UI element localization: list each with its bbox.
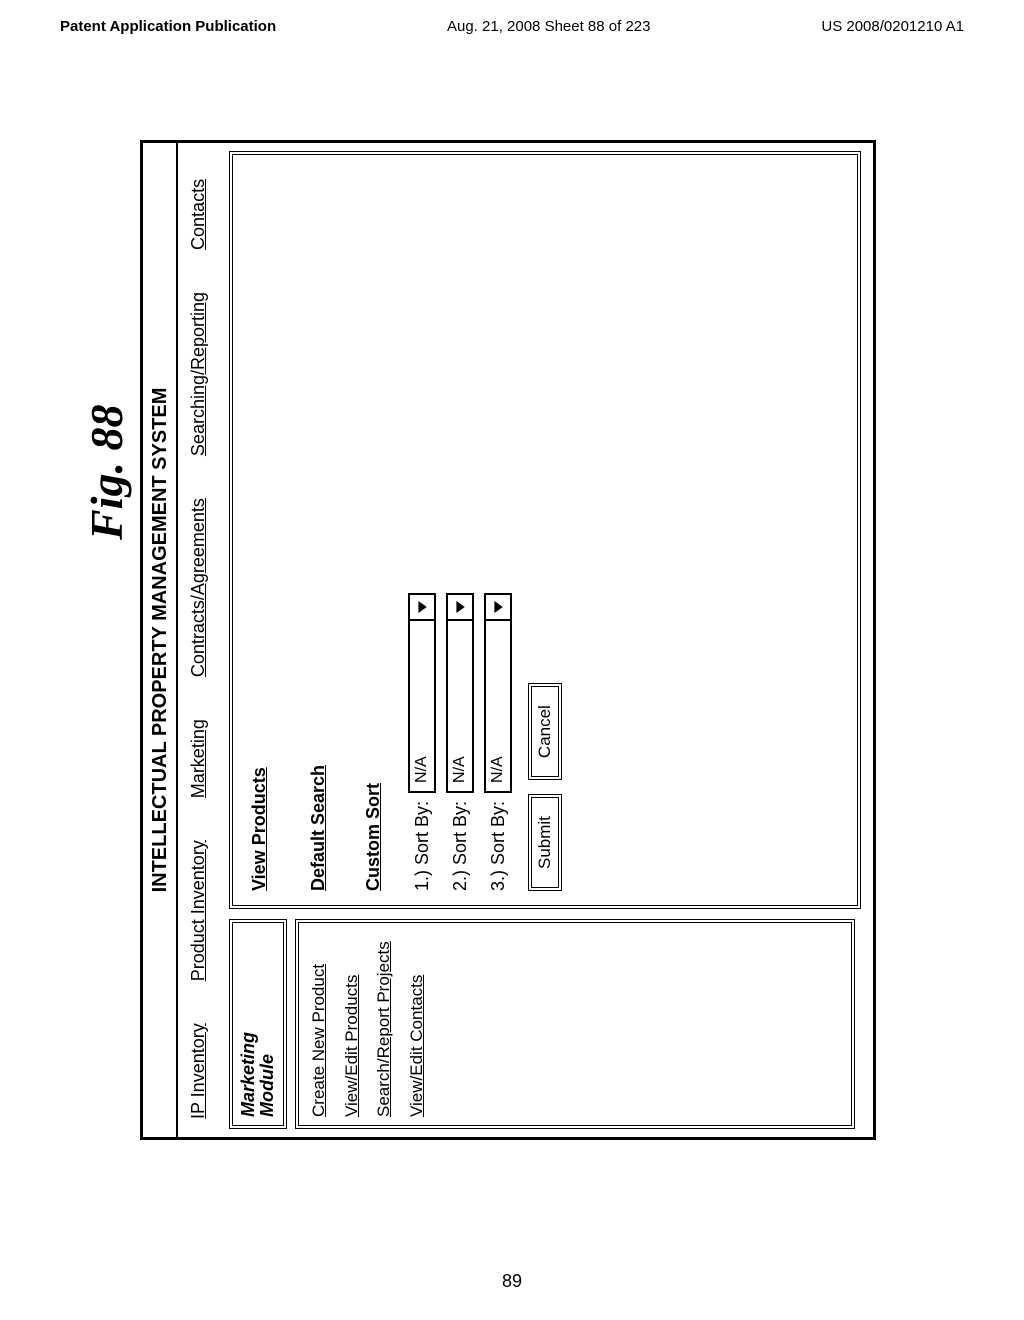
header-center: Aug. 21, 2008 Sheet 88 of 223 [447,18,651,35]
nav-contacts[interactable]: Contacts [188,179,209,250]
custom-sort-link[interactable]: Custom Sort [363,783,384,891]
submit-button[interactable]: Submit [528,794,562,891]
sort2-value: N/A [451,756,469,783]
top-nav: IP Inventory Product Inventory Marketing… [178,143,221,1137]
sort1-value: N/A [413,756,431,783]
sort-row-3: 3.) Sort By: N/A [484,169,512,891]
sidebar-link-create-product[interactable]: Create New Product [310,964,328,1117]
figure-label: Fig. 88 [80,405,133,540]
body: Marketing Module Create New Product View… [221,143,873,1137]
sidebar-title-line1: Marketing [238,1032,258,1117]
nav-searching[interactable]: Searching/Reporting [188,292,209,456]
sort1-select[interactable]: N/A [408,593,436,793]
nav-contracts[interactable]: Contracts/Agreements [188,498,209,677]
dropdown-arrow-icon [486,595,510,621]
sidebar: Marketing Module Create New Product View… [229,919,861,1129]
sidebar-title: Marketing Module [229,919,287,1129]
nav-marketing[interactable]: Marketing [188,719,209,798]
sort-row-1: 1.) Sort By: N/A [408,169,436,891]
main-panel: View Products Default Search Custom Sort… [229,151,861,909]
header-right: US 2008/0201210 A1 [821,18,964,35]
sort3-select[interactable]: N/A [484,593,512,793]
dropdown-arrow-icon [448,595,472,621]
default-search-link[interactable]: Default Search [308,765,329,891]
sort3-label: 3.) Sort By: [488,801,509,891]
sidebar-link-search-report-projects[interactable]: Search/Report Projects [375,941,393,1117]
sort-row-2: 2.) Sort By: N/A [446,169,474,891]
sort3-value: N/A [489,756,507,783]
sidebar-links: Create New Product View/Edit Products Se… [295,919,855,1129]
button-row: Submit Cancel [528,169,562,891]
sort2-select[interactable]: N/A [446,593,474,793]
dropdown-arrow-icon [410,595,434,621]
cancel-button[interactable]: Cancel [528,683,562,780]
page-header: Patent Application Publication Aug. 21, … [0,0,1024,45]
sidebar-link-view-edit-contacts[interactable]: View/Edit Contacts [408,975,426,1117]
page-number: 89 [0,1271,1024,1292]
sidebar-title-line2: Module [257,1054,277,1117]
sidebar-link-view-edit-products[interactable]: View/Edit Products [343,975,361,1117]
rotated-ui: INTELLECTUAL PROPERTY MANAGEMENT SYSTEM … [140,140,900,1140]
figure-area: Fig. 88 INTELLECTUAL PROPERTY MANAGEMENT… [90,120,934,1200]
sort1-label: 1.) Sort By: [412,801,433,891]
window-title: INTELLECTUAL PROPERTY MANAGEMENT SYSTEM [143,143,176,1137]
sort2-label: 2.) Sort By: [450,801,471,891]
app-window: INTELLECTUAL PROPERTY MANAGEMENT SYSTEM … [140,140,876,1140]
header-left: Patent Application Publication [60,18,276,35]
main-heading: View Products [249,767,270,891]
nav-ip-inventory[interactable]: IP Inventory [188,1023,209,1119]
nav-product-inventory[interactable]: Product Inventory [188,840,209,981]
